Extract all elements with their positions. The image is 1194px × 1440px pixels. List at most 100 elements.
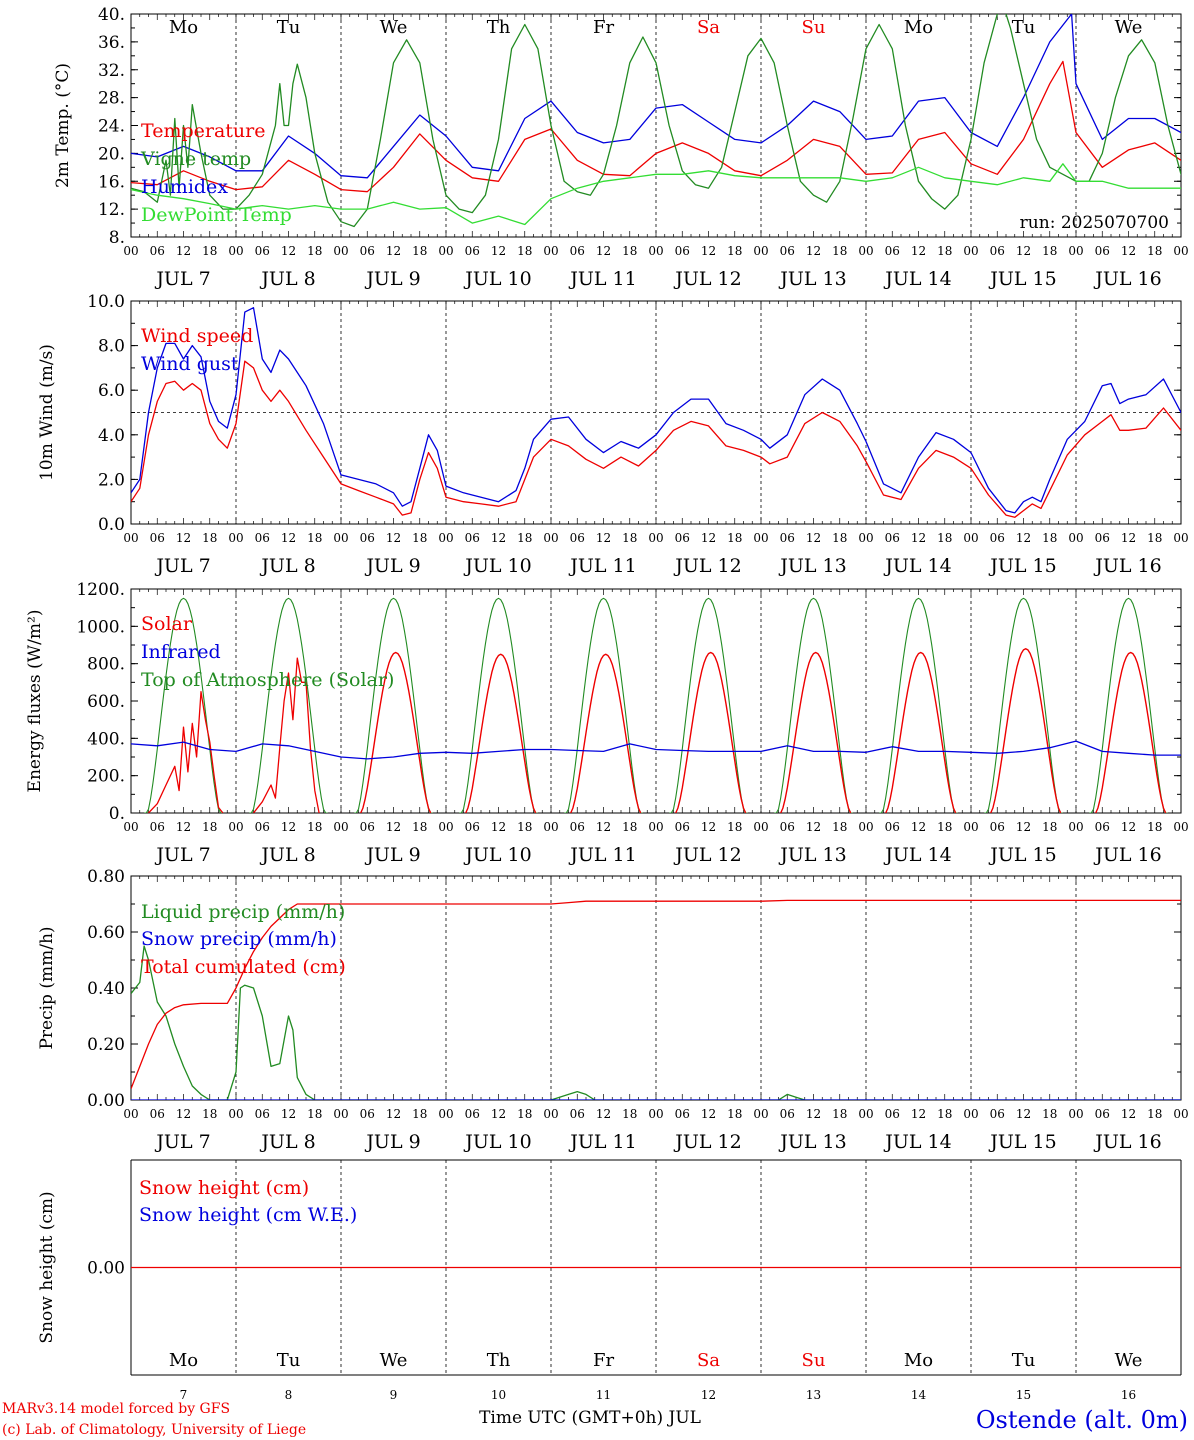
hour-label: 00: [963, 531, 978, 545]
hour-label: 00: [1068, 244, 1083, 258]
hour-label: 18: [412, 820, 427, 834]
hour-label: 18: [517, 820, 532, 834]
hour-label: 12: [491, 1107, 506, 1121]
y-axis-title: 10m Wind (m/s): [37, 344, 57, 481]
day-name: We: [380, 1350, 408, 1371]
hour-label: 12: [596, 244, 611, 258]
day-name: Su: [802, 1350, 826, 1371]
day-number: 16: [1121, 1388, 1136, 1402]
hour-label: 00: [438, 820, 453, 834]
hour-label: 06: [990, 244, 1005, 258]
hour-label: 12: [911, 1107, 926, 1121]
hour-label: 18: [937, 1107, 952, 1121]
hour-label: 06: [1095, 244, 1110, 258]
date-label: JUL 7: [154, 555, 210, 577]
hour-label: 00: [753, 1107, 768, 1121]
hour-label: 12: [701, 1107, 716, 1121]
date-label: JUL 12: [673, 268, 741, 290]
solar-line: [1095, 651, 1167, 813]
hour-label: 18: [832, 531, 847, 545]
y-tick-label: 200.: [87, 767, 125, 787]
hour-label: 12: [806, 1107, 821, 1121]
panel-3: 00 06 12 18 JUL 7 00 06 12 18 JUL 8 00 06 12 18 JUL 9 0…: [25, 580, 1189, 866]
date-label: JUL 9: [364, 1131, 420, 1153]
hour-label: 06: [990, 820, 1005, 834]
legend-entry: Vigne temp: [140, 148, 251, 170]
date-label: JUL 14: [883, 268, 951, 290]
toa-solar-line: [1089, 597, 1168, 813]
series-group: [131, 307, 1181, 518]
hour-label: 18: [412, 1107, 427, 1121]
day-name: Th: [487, 1350, 511, 1371]
hour-label: 06: [780, 820, 795, 834]
y-tick-label: 36.: [98, 33, 125, 53]
y-tick-label: 24.: [98, 117, 125, 137]
hour-label: 18: [937, 244, 952, 258]
date-label: JUL 14: [883, 844, 951, 866]
hour-label: 06: [570, 1107, 585, 1121]
legend-entry: Humidex: [141, 176, 228, 198]
panel-4: 00 06 12 18 JUL 7 00 06 12 18 JUL 8 00 06 12 18 JUL 9 0…: [37, 867, 1189, 1153]
hour-label: 00: [228, 244, 243, 258]
date-label: JUL 7: [154, 268, 210, 290]
hour-label: 00: [543, 531, 558, 545]
legend-entry: Snow height (cm): [139, 1177, 309, 1199]
date-label: JUL 14: [883, 1131, 951, 1153]
legend-entry: Top of Atmosphere (Solar): [141, 669, 394, 691]
series-line: [131, 14, 1181, 179]
series-line: [131, 945, 1181, 1100]
date-label: JUL 12: [673, 1131, 741, 1153]
hour-label: 12: [281, 244, 296, 258]
panels: 00 06 12 18 JUL 7 00 06 12 18 JUL 8 00 06 12 18 JUL 9 0…: [25, 5, 1189, 1402]
date-label: JUL 11: [568, 555, 636, 577]
hour-label: 00: [333, 244, 348, 258]
series-line: [131, 60, 1181, 193]
hour-label: 12: [281, 1107, 296, 1121]
toa-solar-line: [564, 597, 643, 813]
hour-label: 12: [281, 531, 296, 545]
hour-label: 00: [333, 531, 348, 545]
hour-label: 00: [858, 244, 873, 258]
day-name: Tu: [1012, 17, 1036, 38]
hour-label: 06: [150, 820, 165, 834]
date-label: JUL 7: [154, 844, 210, 866]
hour-label: 06: [780, 531, 795, 545]
hour-label: 12: [1121, 820, 1136, 834]
day-name: Su: [802, 17, 826, 38]
model-credit: MARv3.14 model forced by GFS: [2, 1401, 230, 1417]
solar-line: [570, 653, 642, 813]
day-number: 12: [701, 1388, 716, 1402]
hour-label: 18: [1042, 531, 1057, 545]
hour-label: 06: [255, 820, 270, 834]
series-line: [131, 899, 1181, 1090]
date-label: JUL 9: [364, 268, 420, 290]
date-label: JUL 16: [1093, 844, 1161, 866]
hour-label: 06: [885, 1107, 900, 1121]
hour-label: 06: [465, 531, 480, 545]
y-tick-label: 0.0: [98, 515, 125, 535]
hour-label: 18: [1042, 820, 1057, 834]
hour-label: 00: [1068, 531, 1083, 545]
legend-entry: Snow height (cm W.E.): [139, 1204, 357, 1226]
hour-label: 18: [517, 531, 532, 545]
day-name: Tu: [277, 1350, 301, 1371]
solar-line: [990, 648, 1062, 813]
toa-solar-line: [774, 597, 853, 813]
hour-label: 06: [675, 1107, 690, 1121]
date-label: JUL 15: [988, 555, 1056, 577]
hour-label: 12: [911, 244, 926, 258]
hour-label: 00: [1173, 244, 1188, 258]
legend-entry: Snow precip (mm/h): [141, 928, 337, 950]
y-axis-title: Snow height (cm): [37, 1191, 57, 1343]
hour-label: 00: [648, 820, 663, 834]
hour-label: 06: [255, 1107, 270, 1121]
day-name: We: [380, 17, 408, 38]
y-tick-label: 0.80: [87, 867, 125, 887]
day-number: 10: [491, 1388, 506, 1402]
y-tick-label: 400.: [87, 729, 125, 749]
date-label: JUL 10: [463, 268, 531, 290]
hour-label: 06: [885, 531, 900, 545]
hour-label: 18: [622, 820, 637, 834]
y-tick-label: 4.0: [98, 426, 125, 446]
hour-label: 00: [753, 531, 768, 545]
